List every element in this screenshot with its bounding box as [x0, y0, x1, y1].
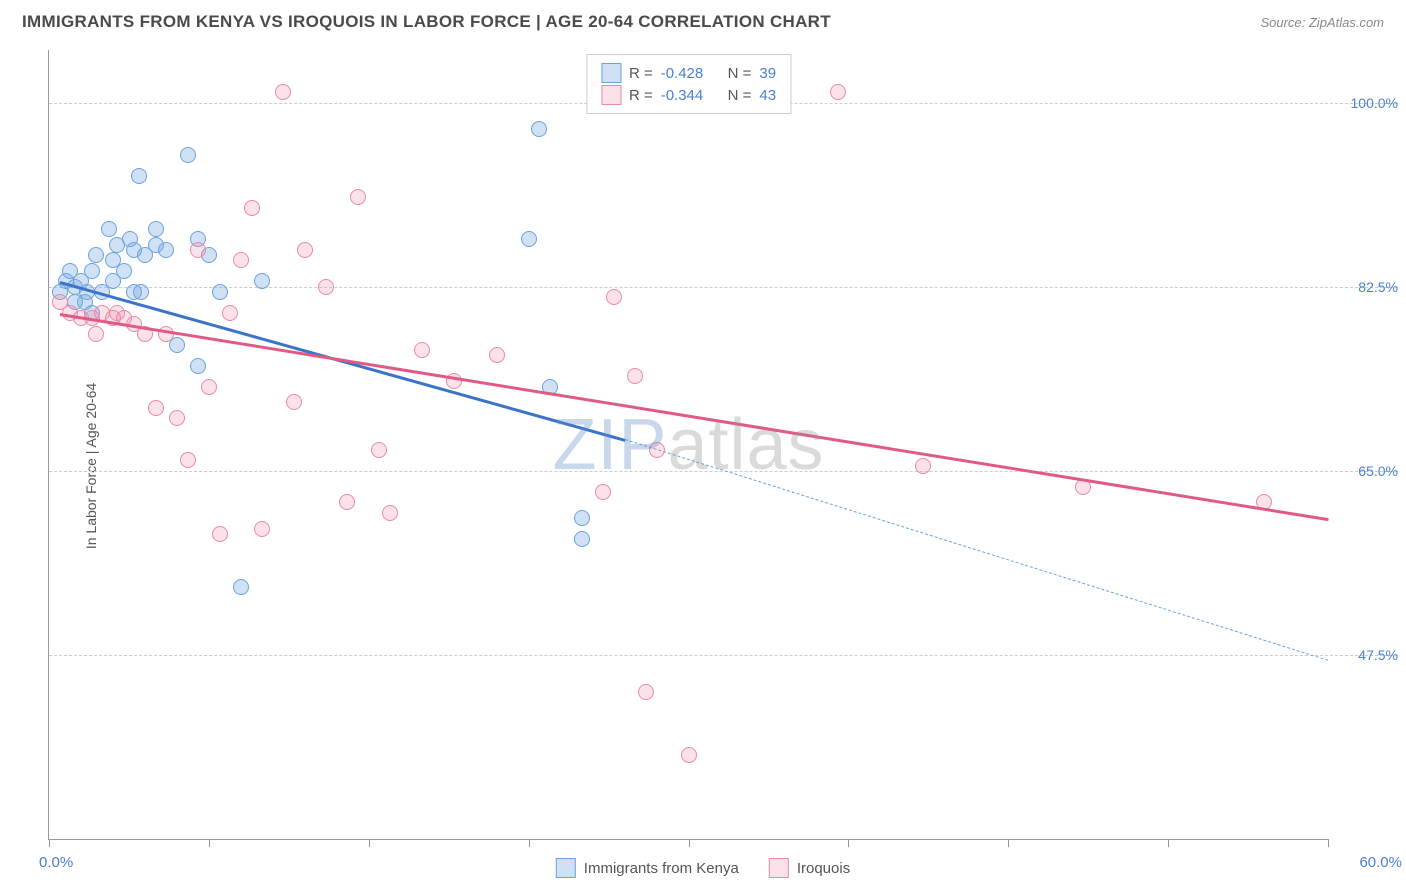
y-tick-label: 65.0%: [1334, 463, 1398, 479]
data-point: [212, 284, 228, 300]
data-point: [830, 84, 846, 100]
legend-row: R = -0.344 N = 43: [601, 85, 776, 105]
data-point: [190, 358, 206, 374]
data-point: [595, 484, 611, 500]
data-point: [84, 263, 100, 279]
data-point: [88, 247, 104, 263]
regression-line: [59, 281, 625, 441]
data-point: [254, 521, 270, 537]
regression-line: [59, 313, 1328, 521]
data-point: [297, 242, 313, 258]
source-attribution: Source: ZipAtlas.com: [1260, 15, 1384, 30]
data-point: [681, 747, 697, 763]
data-point: [371, 442, 387, 458]
data-point: [169, 410, 185, 426]
x-tick: [369, 839, 370, 847]
data-point: [254, 273, 270, 289]
x-tick: [1328, 839, 1329, 847]
data-point: [531, 121, 547, 137]
data-point: [574, 510, 590, 526]
data-point: [627, 368, 643, 384]
legend-row: R = -0.428 N = 39: [601, 63, 776, 83]
data-point: [233, 252, 249, 268]
legend-swatch: [556, 858, 576, 878]
data-point: [105, 252, 121, 268]
data-point: [275, 84, 291, 100]
data-point: [201, 379, 217, 395]
data-point: [915, 458, 931, 474]
y-tick-label: 100.0%: [1334, 95, 1398, 111]
gridline: [49, 287, 1398, 288]
data-point: [101, 221, 117, 237]
data-point: [382, 505, 398, 521]
chart-container: In Labor Force | Age 20-64 ZIPatlas R = …: [0, 40, 1406, 892]
x-tick: [209, 839, 210, 847]
legend-swatch: [601, 85, 621, 105]
data-point: [109, 305, 125, 321]
correlation-legend: R = -0.428 N = 39R = -0.344 N = 43: [586, 54, 791, 114]
x-tick: [49, 839, 50, 847]
x-tick: [1008, 839, 1009, 847]
data-point: [131, 168, 147, 184]
data-point: [638, 684, 654, 700]
legend-item: Immigrants from Kenya: [556, 858, 739, 878]
data-point: [606, 289, 622, 305]
data-point: [88, 326, 104, 342]
plot-area: ZIPatlas R = -0.428 N = 39R = -0.344 N =…: [48, 50, 1328, 840]
data-point: [212, 526, 228, 542]
legend-swatch: [601, 63, 621, 83]
x-tick: [529, 839, 530, 847]
data-point: [350, 189, 366, 205]
data-point: [190, 242, 206, 258]
chart-title: IMMIGRANTS FROM KENYA VS IROQUOIS IN LAB…: [22, 12, 831, 32]
y-tick-label: 82.5%: [1334, 279, 1398, 295]
data-point: [233, 579, 249, 595]
data-point: [574, 531, 590, 547]
data-point: [148, 221, 164, 237]
data-point: [244, 200, 260, 216]
data-point: [339, 494, 355, 510]
x-tick: [1168, 839, 1169, 847]
gridline: [49, 655, 1398, 656]
data-point: [180, 147, 196, 163]
x-tick: [689, 839, 690, 847]
x-tick: [848, 839, 849, 847]
data-point: [180, 452, 196, 468]
regression-extrapolation: [624, 439, 1328, 661]
series-legend: Immigrants from Kenya Iroquois: [556, 858, 850, 878]
legend-item: Iroquois: [769, 858, 850, 878]
data-point: [222, 305, 238, 321]
legend-label: Immigrants from Kenya: [584, 860, 739, 877]
legend-label: Iroquois: [797, 860, 850, 877]
data-point: [148, 400, 164, 416]
data-point: [126, 284, 142, 300]
data-point: [286, 394, 302, 410]
data-point: [414, 342, 430, 358]
data-point: [649, 442, 665, 458]
x-axis-max-label: 60.0%: [1359, 854, 1402, 871]
data-point: [489, 347, 505, 363]
data-point: [318, 279, 334, 295]
legend-swatch: [769, 858, 789, 878]
x-axis-min-label: 0.0%: [39, 854, 73, 871]
y-tick-label: 47.5%: [1334, 647, 1398, 663]
data-point: [521, 231, 537, 247]
data-point: [158, 242, 174, 258]
